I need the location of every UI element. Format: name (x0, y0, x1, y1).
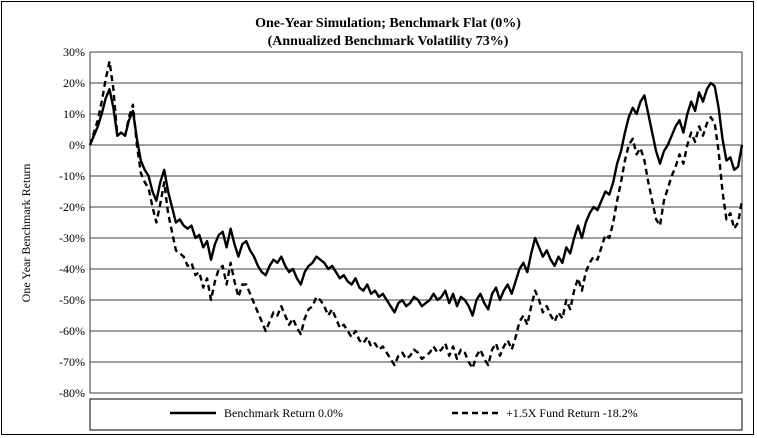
chart-subtitle: (Annualized Benchmark Volatility 73%) (268, 34, 509, 49)
y-tick-label: -70% (59, 355, 85, 369)
y-tick-label: -40% (59, 262, 85, 276)
y-tick-label: 10% (63, 107, 85, 121)
y-tick-labels: 30% 20% 10% 0% -10% -20% -30% -40% -50% -60% -70% -… (59, 45, 85, 400)
y-tick-label: 30% (63, 45, 85, 59)
series-lines (88, 60, 744, 370)
series-line-benchmark (88, 81, 744, 317)
y-tick-label: -30% (59, 231, 85, 245)
series-line-fund (88, 60, 744, 370)
legend-box (89, 398, 743, 431)
y-tick-label: 20% (63, 76, 85, 90)
y-tick-label: -10% (59, 169, 85, 183)
y-tick-label: -50% (59, 293, 85, 307)
y-tick-label: -20% (59, 200, 85, 214)
y-tick-label: -60% (59, 324, 85, 338)
y-axis-label: One Year Benchmark Return (19, 164, 33, 303)
chart-title: One-Year Simulation; Benchmark Flat (0%) (255, 16, 521, 31)
legend-label-benchmark: Benchmark Return 0.0% (224, 406, 343, 420)
y-tick-label: -80% (59, 386, 85, 400)
grid-lines (89, 51, 743, 394)
y-tick-label: 0% (69, 138, 85, 152)
legend-label-fund: +1.5X Fund Return -18.2% (506, 406, 638, 420)
